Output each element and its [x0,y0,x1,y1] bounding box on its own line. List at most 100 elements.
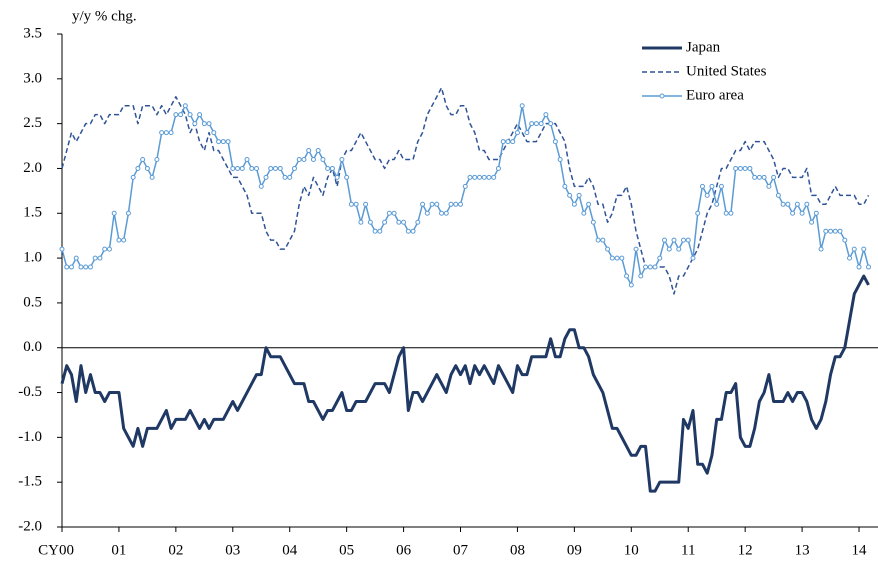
series-marker [130,174,136,180]
series-marker [168,130,174,136]
series-marker [277,165,283,171]
series-marker [220,139,226,145]
series-marker [657,255,663,261]
series-marker [239,165,245,171]
series-marker [92,255,98,261]
series-marker [358,219,364,225]
series-marker [752,174,758,180]
y-tick-label: -0.5 [18,384,42,400]
series-marker [282,174,288,180]
x-tick-label: 04 [282,542,298,558]
series-marker [704,192,710,198]
legend-label: United States [686,63,767,79]
series-marker [272,165,278,171]
series-marker [671,237,677,243]
series-marker [367,219,373,225]
series-marker [609,255,615,261]
series-marker [619,255,625,261]
series-marker [837,228,843,234]
series-marker [481,174,487,180]
series-marker [666,246,672,252]
series-marker [339,156,345,162]
series-marker [794,201,800,207]
series-marker [728,210,734,216]
y-tick-label: 0.0 [23,339,42,355]
series-marker [510,139,516,145]
series-marker [486,174,492,180]
series-marker [249,165,255,171]
series-marker [828,228,834,234]
series-marker [405,228,411,234]
series-marker [106,246,112,252]
series-marker [291,165,297,171]
series-marker [197,112,203,118]
series-marker [159,130,165,136]
series-marker [396,219,402,225]
series-marker [600,237,606,243]
series-marker [235,165,241,171]
series-marker [348,201,354,207]
series-marker [244,156,250,162]
series-marker [467,174,473,180]
series-marker [571,201,577,207]
series-marker [771,174,777,180]
series-marker [144,165,150,171]
series-marker [643,264,649,270]
series-marker [462,183,468,189]
series-marker [633,246,639,252]
series-marker [823,228,829,234]
series-marker [320,156,326,162]
series-marker [533,121,539,127]
y-tick-label: -1.0 [18,429,42,445]
series-marker [514,130,520,136]
y-tick-label: 1.0 [23,250,42,266]
series-marker [562,183,568,189]
series-marker [652,264,658,270]
series-marker [676,246,682,252]
series-marker [842,237,848,243]
series-marker [861,246,867,252]
series-marker [315,148,321,154]
series-marker [714,201,720,207]
y-tick-label: -1.5 [18,474,42,490]
x-tick-label: 02 [168,542,183,558]
series-marker [116,237,122,243]
y-tick-label: 2.5 [23,115,42,131]
y-tick-label: 3.0 [23,70,42,86]
series-marker [690,255,696,261]
series-marker [310,156,316,162]
series-marker [201,121,207,127]
legend-label: Japan [686,39,721,55]
series-marker [567,192,573,198]
series-marker [813,210,819,216]
series-marker [505,139,511,145]
series-marker [529,121,535,127]
x-tick-label: 01 [111,542,126,558]
series-marker [420,201,426,207]
series-marker [429,201,435,207]
series-marker [628,282,634,288]
series-marker [552,139,558,145]
series-marker [524,130,530,136]
series-marker [439,210,445,216]
x-tick-label: 11 [681,542,695,558]
series-marker [695,210,701,216]
series-marker [178,112,184,118]
series-marker [434,201,440,207]
x-tick-label: 09 [567,542,582,558]
series-marker [173,112,179,118]
series-marker [590,219,596,225]
series-marker [624,273,630,279]
y-tick-label: 1.5 [23,205,42,221]
series-marker [747,165,753,171]
series-marker [775,192,781,198]
series-marker [329,165,335,171]
series-marker [121,237,127,243]
series-marker [557,156,563,162]
series-marker [111,210,117,216]
series-marker [230,165,236,171]
series-marker [453,201,459,207]
series-marker [586,201,592,207]
series-marker [476,174,482,180]
series-marker [538,121,544,127]
